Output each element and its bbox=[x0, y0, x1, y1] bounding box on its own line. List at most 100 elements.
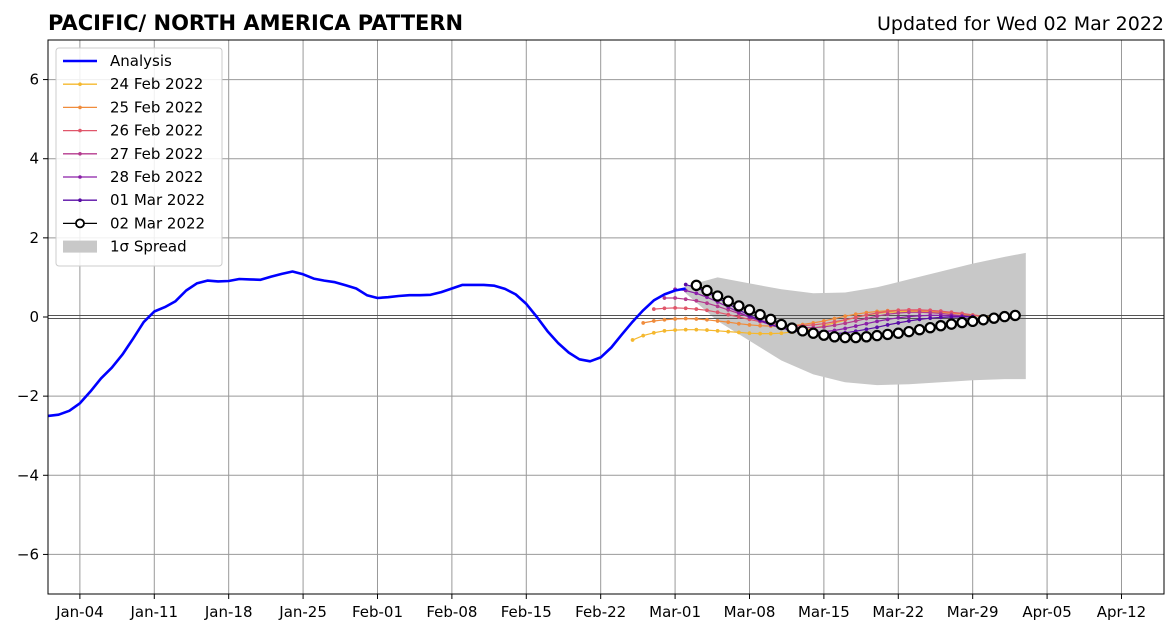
series-point bbox=[673, 296, 678, 300]
y-tick-label: 6 bbox=[29, 71, 39, 89]
legend-marker bbox=[78, 128, 82, 133]
series-point bbox=[892, 327, 904, 339]
legend-label: 28 Feb 2022 bbox=[110, 168, 203, 186]
series-point bbox=[694, 307, 699, 312]
series-point bbox=[949, 315, 954, 319]
tick-layer: Jan-04 Jan-11 Jan-18 Jan-25 Feb-01 Feb-08 Feb-… bbox=[17, 71, 1146, 621]
series-point bbox=[864, 316, 869, 321]
series-point bbox=[853, 319, 858, 323]
series-point bbox=[917, 310, 922, 315]
series-point bbox=[875, 314, 879, 319]
legend-marker bbox=[78, 198, 82, 202]
plot-frame bbox=[47, 39, 1165, 595]
series-point bbox=[864, 327, 869, 332]
series-point bbox=[864, 321, 869, 326]
series-point bbox=[988, 312, 1000, 324]
x-tick-label: Jan-04 bbox=[55, 603, 104, 621]
y-tick-label: −2 bbox=[17, 387, 39, 405]
series-point bbox=[853, 324, 858, 329]
series-point bbox=[662, 296, 667, 300]
series-point bbox=[913, 323, 926, 336]
series-point bbox=[843, 326, 848, 331]
y-tick-label: −4 bbox=[17, 466, 39, 484]
series-point bbox=[705, 317, 709, 322]
x-tick-label: Mar-22 bbox=[872, 603, 924, 621]
series-point bbox=[715, 304, 720, 309]
x-tick-label: Mar-08 bbox=[724, 603, 776, 621]
series-point bbox=[673, 328, 678, 333]
legend-marker bbox=[78, 105, 82, 110]
series-point bbox=[694, 291, 699, 296]
series-point bbox=[701, 284, 713, 297]
legend-item: 25 Feb 2022 bbox=[63, 98, 203, 116]
legend-item: Analysis bbox=[63, 52, 172, 70]
legend-box bbox=[55, 47, 223, 267]
y-tick-label: 0 bbox=[29, 308, 39, 326]
series-point bbox=[747, 322, 752, 327]
series-point bbox=[690, 279, 703, 292]
series-point bbox=[673, 317, 678, 321]
series-point bbox=[662, 317, 667, 322]
series-point bbox=[1009, 309, 1021, 322]
series-point bbox=[821, 324, 826, 329]
x-tick-label: Apr-05 bbox=[1022, 603, 1072, 621]
series-point bbox=[896, 315, 901, 320]
legend-item: 24 Feb 2022 bbox=[63, 75, 203, 93]
x-tick-label: Jan-18 bbox=[204, 603, 253, 621]
series-point bbox=[977, 314, 990, 326]
legend-label: Analysis bbox=[110, 52, 172, 70]
series-point bbox=[765, 313, 777, 326]
legend-item: 02 Mar 2022 bbox=[63, 214, 205, 232]
series-point bbox=[966, 315, 979, 328]
series-point bbox=[938, 315, 943, 320]
legend-label: 27 Feb 2022 bbox=[110, 145, 203, 163]
series-point bbox=[935, 320, 947, 332]
series-point bbox=[715, 310, 720, 315]
legend-swatch bbox=[63, 240, 97, 253]
series-point bbox=[906, 310, 911, 315]
x-tick-label: Mar-01 bbox=[649, 603, 701, 621]
series-point bbox=[694, 298, 699, 303]
series-point bbox=[860, 331, 873, 343]
series-point bbox=[885, 317, 890, 322]
y-tick-label: 2 bbox=[29, 229, 39, 247]
legend-item: 27 Feb 2022 bbox=[63, 145, 203, 163]
series-point bbox=[906, 319, 911, 323]
legend-label: 25 Feb 2022 bbox=[110, 98, 203, 116]
series-point bbox=[828, 331, 841, 343]
series-point bbox=[743, 304, 756, 316]
series-point bbox=[924, 321, 936, 334]
analysis-layer bbox=[47, 270, 686, 418]
legend-item: 01 Mar 2022 bbox=[63, 191, 205, 209]
series-point bbox=[850, 331, 862, 344]
x-tick-label: Jan-25 bbox=[278, 603, 327, 621]
legend-item: 1σ Spread bbox=[63, 238, 187, 256]
series-point bbox=[875, 325, 879, 330]
series-point bbox=[662, 328, 667, 333]
series-point bbox=[722, 295, 734, 307]
chart-subtitle: Updated for Wed 02 Mar 2022 bbox=[877, 13, 1164, 35]
legend-label: 01 Mar 2022 bbox=[110, 191, 205, 209]
y-tick-label: 4 bbox=[29, 150, 39, 168]
chart-title: PACIFIC/ NORTH AMERICA PATTERN bbox=[48, 11, 463, 35]
legend-item: 26 Feb 2022 bbox=[63, 122, 203, 140]
series-line bbox=[643, 309, 994, 327]
series-point bbox=[843, 314, 848, 319]
series-point bbox=[736, 315, 741, 319]
legend-label: 26 Feb 2022 bbox=[110, 122, 203, 140]
series-point bbox=[683, 316, 688, 321]
series-point bbox=[726, 329, 731, 334]
series-point bbox=[630, 338, 635, 342]
series-point bbox=[871, 329, 883, 342]
series-point bbox=[715, 328, 720, 333]
x-tick-label: Feb-01 bbox=[352, 603, 403, 621]
series-point bbox=[917, 313, 922, 318]
series-point bbox=[875, 311, 879, 315]
x-tick-label: Jan-11 bbox=[129, 603, 178, 621]
series-point bbox=[864, 313, 869, 317]
x-tick-label: Apr-12 bbox=[1097, 603, 1147, 621]
series-point bbox=[641, 333, 646, 338]
y-tick-label: −6 bbox=[17, 545, 39, 563]
x-tick-label: Feb-15 bbox=[501, 603, 552, 621]
series-point bbox=[733, 300, 745, 312]
